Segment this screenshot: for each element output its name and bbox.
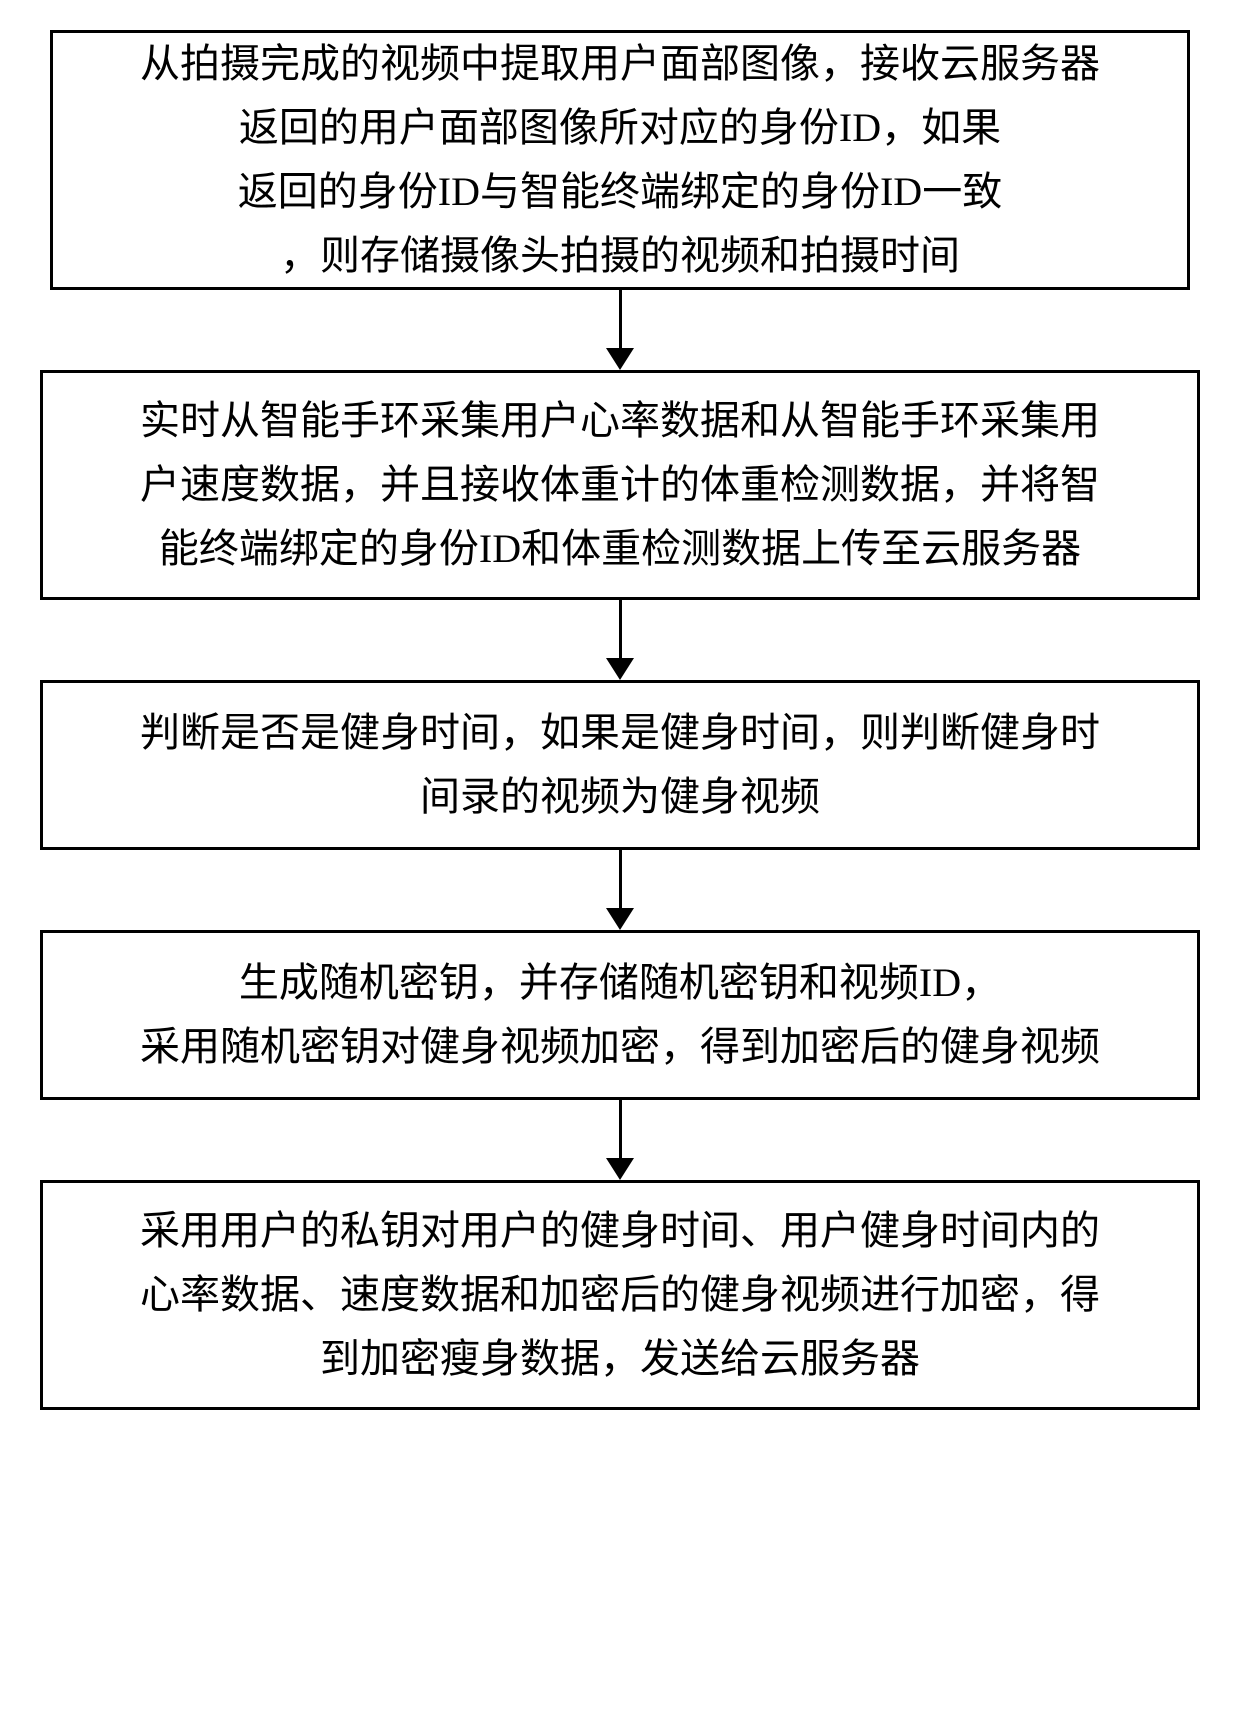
flowchart-node-step3: 判断是否是健身时间，如果是健身时间，则判断健身时 间录的视频为健身视频	[40, 680, 1200, 850]
flowchart-arrow	[606, 290, 634, 370]
flowchart-node-step1: 从拍摄完成的视频中提取用户面部图像，接收云服务器 返回的用户面部图像所对应的身份…	[50, 30, 1190, 290]
flowchart-node-step4: 生成随机密钥，并存储随机密钥和视频ID， 采用随机密钥对健身视频加密，得到加密后…	[40, 930, 1200, 1100]
flowchart-node-step5: 采用用户的私钥对用户的健身时间、用户健身时间内的 心率数据、速度数据和加密后的健…	[40, 1180, 1200, 1410]
node-text: 实时从智能手环采集用户心率数据和从智能手环采集用 户速度数据，并且接收体重计的体…	[140, 389, 1100, 581]
node-text: 判断是否是健身时间，如果是健身时间，则判断健身时 间录的视频为健身视频	[140, 701, 1100, 829]
flowchart-arrow	[606, 600, 634, 680]
node-text: 从拍摄完成的视频中提取用户面部图像，接收云服务器 返回的用户面部图像所对应的身份…	[140, 32, 1100, 288]
flowchart-arrow	[606, 1100, 634, 1180]
arrow-head-icon	[606, 908, 634, 930]
node-text: 生成随机密钥，并存储随机密钥和视频ID， 采用随机密钥对健身视频加密，得到加密后…	[140, 951, 1100, 1079]
arrow-head-icon	[606, 1158, 634, 1180]
flowchart-node-step2: 实时从智能手环采集用户心率数据和从智能手环采集用 户速度数据，并且接收体重计的体…	[40, 370, 1200, 600]
arrow-line	[619, 290, 622, 348]
node-text: 采用用户的私钥对用户的健身时间、用户健身时间内的 心率数据、速度数据和加密后的健…	[140, 1199, 1100, 1391]
arrow-head-icon	[606, 658, 634, 680]
arrow-line	[619, 600, 622, 658]
arrow-head-icon	[606, 348, 634, 370]
arrow-line	[619, 1100, 622, 1158]
flowchart-arrow	[606, 850, 634, 930]
flowchart-container: 从拍摄完成的视频中提取用户面部图像，接收云服务器 返回的用户面部图像所对应的身份…	[0, 30, 1240, 1410]
arrow-line	[619, 850, 622, 908]
